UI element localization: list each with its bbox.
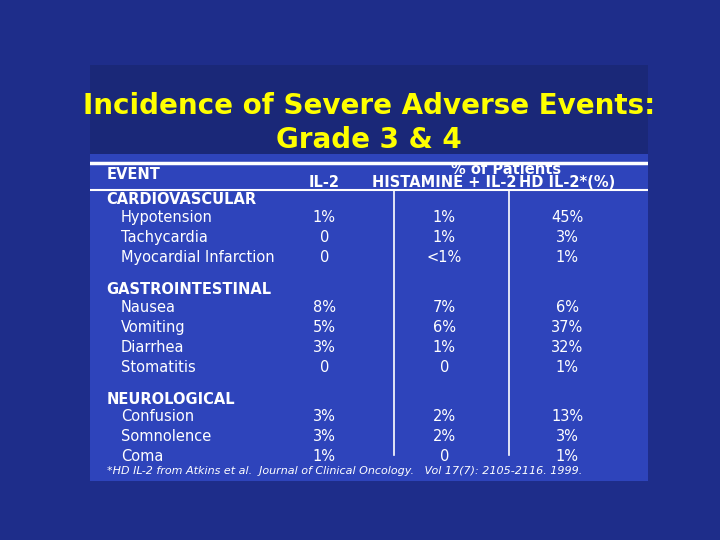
Text: % of Patients: % of Patients [451,162,561,177]
Text: Somnolence: Somnolence [121,429,211,444]
Text: 1%: 1% [313,210,336,225]
Text: 3%: 3% [313,340,336,355]
Text: Coma: Coma [121,449,163,464]
Text: 5%: 5% [313,320,336,335]
Text: 1%: 1% [433,210,456,225]
Text: 32%: 32% [551,340,583,355]
FancyBboxPatch shape [90,154,648,481]
Text: 0: 0 [320,250,329,265]
Text: 3%: 3% [313,409,336,424]
Text: 3%: 3% [556,429,579,444]
Text: 8%: 8% [313,300,336,315]
Text: HISTAMINE + IL-2: HISTAMINE + IL-2 [372,174,516,190]
Text: 45%: 45% [551,210,583,225]
Text: Incidence of Severe Adverse Events:: Incidence of Severe Adverse Events: [83,92,655,120]
Text: EVENT: EVENT [107,167,161,183]
Text: 13%: 13% [551,409,583,424]
Text: 1%: 1% [556,449,579,464]
Text: IL-2: IL-2 [309,174,340,190]
Text: 1%: 1% [556,250,579,265]
Text: 3%: 3% [556,230,579,245]
Text: 0: 0 [440,449,449,464]
Text: 0: 0 [320,360,329,375]
Text: 1%: 1% [313,449,336,464]
Text: 1%: 1% [556,360,579,375]
Text: GASTROINTESTINAL: GASTROINTESTINAL [107,282,272,297]
Text: Grade 3 & 4: Grade 3 & 4 [276,126,462,154]
FancyBboxPatch shape [90,65,648,154]
Text: Diarrhea: Diarrhea [121,340,184,355]
Text: <1%: <1% [427,250,462,265]
Text: 6%: 6% [556,300,579,315]
Text: 7%: 7% [433,300,456,315]
Text: CARDIOVASCULAR: CARDIOVASCULAR [107,192,257,207]
Text: 0: 0 [320,230,329,245]
Text: 0: 0 [440,360,449,375]
Text: 6%: 6% [433,320,456,335]
Text: Myocardial Infarction: Myocardial Infarction [121,250,274,265]
Text: HD IL-2*(%): HD IL-2*(%) [519,174,615,190]
Text: Hypotension: Hypotension [121,210,212,225]
Text: 2%: 2% [433,409,456,424]
Text: Confusion: Confusion [121,409,194,424]
Text: *HD IL-2 from Atkins et al.  Journal of Clinical Oncology.   Vol 17(7): 2105-211: *HD IL-2 from Atkins et al. Journal of C… [107,467,582,476]
Text: NEUROLOGICAL: NEUROLOGICAL [107,392,235,407]
Text: Vomiting: Vomiting [121,320,185,335]
Text: 1%: 1% [433,340,456,355]
Text: Stomatitis: Stomatitis [121,360,195,375]
Text: Tachycardia: Tachycardia [121,230,207,245]
Text: 1%: 1% [433,230,456,245]
Text: 2%: 2% [433,429,456,444]
Text: 37%: 37% [551,320,583,335]
Text: 3%: 3% [313,429,336,444]
Text: Nausea: Nausea [121,300,176,315]
